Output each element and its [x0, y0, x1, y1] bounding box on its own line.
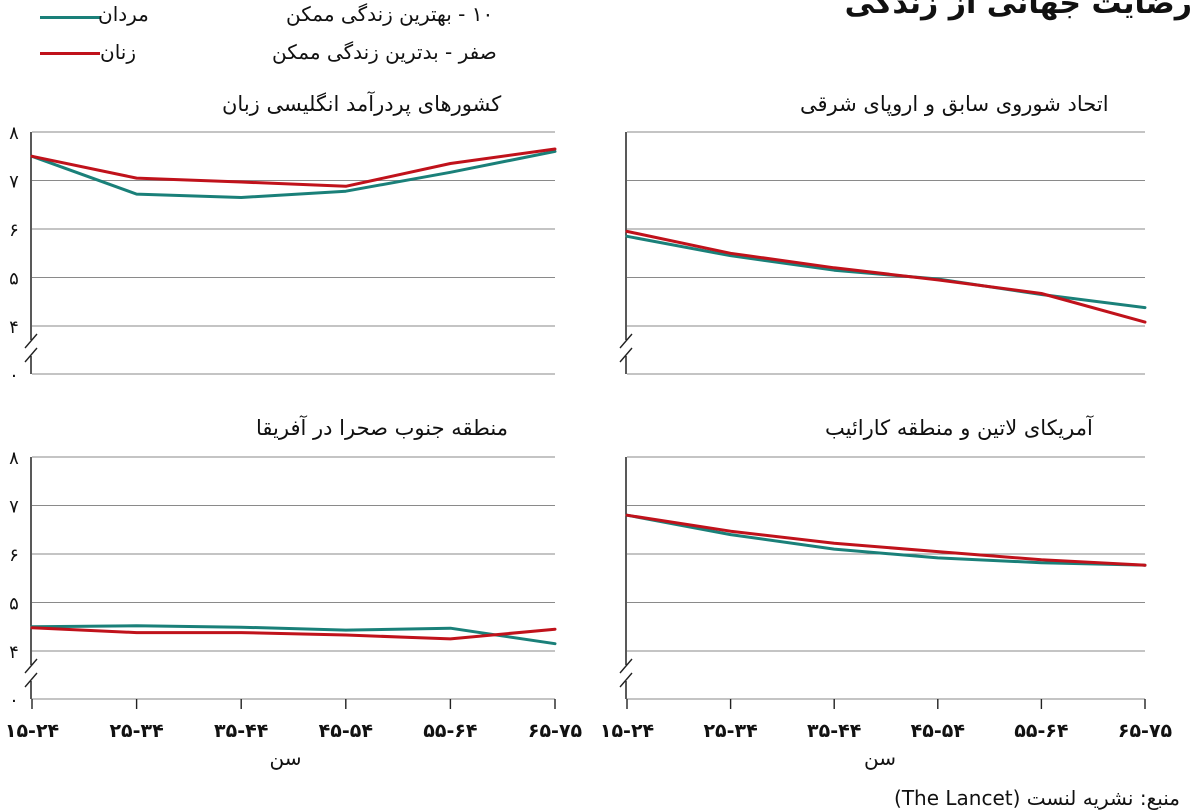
x-tick-label: ۴۵-۵۴: [319, 720, 373, 742]
x-tick-label: ۵۵-۶۴: [423, 720, 477, 742]
panel-2: ۰ ۴ ۵ ۶ ۷ ۸ ۱۵-۲۴ ۲۵-۳۴ ۳۵-۴۴ ۴۵-۵۴ ۵۵-۶۴ ۶۵-۷۵ سن: [5, 448, 583, 770]
x-tick-label: ۶۵-۷۵: [528, 720, 583, 742]
y-tick-label: ۸: [9, 448, 19, 469]
x-tick-label: ۵۵-۶۴: [1014, 720, 1068, 742]
y-tick-label: ۸: [9, 123, 19, 144]
series-line-men: [627, 515, 1145, 565]
series-line-women: [627, 515, 1145, 565]
x-tick-label: ۲۵-۳۴: [109, 720, 163, 742]
x-axis-label: سن: [270, 746, 302, 770]
x-tick-label: ۱۵-۲۴: [600, 720, 654, 742]
panel-1: [620, 132, 1145, 374]
x-tick-label: ۴۵-۵۴: [911, 720, 965, 742]
y-tick-label: ۴: [9, 642, 19, 663]
y-tick-label: ۶: [9, 220, 19, 241]
y-tick-label: ۴: [9, 317, 19, 338]
y-tick-label: ۰: [9, 365, 19, 386]
x-axis-label: سن: [864, 746, 896, 770]
x-tick-label: ۶۵-۷۵: [1118, 720, 1173, 742]
y-tick-label: ۷: [9, 497, 19, 518]
y-tick-label: ۵: [9, 594, 19, 615]
x-tick-label: ۳۵-۴۴: [807, 720, 861, 742]
x-tick-label: ۳۵-۴۴: [214, 720, 268, 742]
panel-0: ۰ ۴ ۵ ۶ ۷ ۸: [9, 123, 555, 386]
x-tick-label: ۲۵-۳۴: [703, 720, 757, 742]
series-line-women: [627, 231, 1145, 322]
y-tick-label: ۷: [9, 172, 19, 193]
series-line-men: [32, 151, 555, 197]
y-tick-label: ۰: [9, 690, 19, 711]
source-note: منبع: نشریه لنست (The Lancet): [894, 786, 1180, 810]
y-tick-label: ۶: [9, 545, 19, 566]
y-tick-label: ۵: [9, 269, 19, 290]
panel-3: ۱۵-۲۴ ۲۵-۳۴ ۳۵-۴۴ ۴۵-۵۴ ۵۵-۶۴ ۶۵-۷۵ سن: [600, 457, 1173, 770]
x-tick-label: ۱۵-۲۴: [5, 720, 59, 742]
